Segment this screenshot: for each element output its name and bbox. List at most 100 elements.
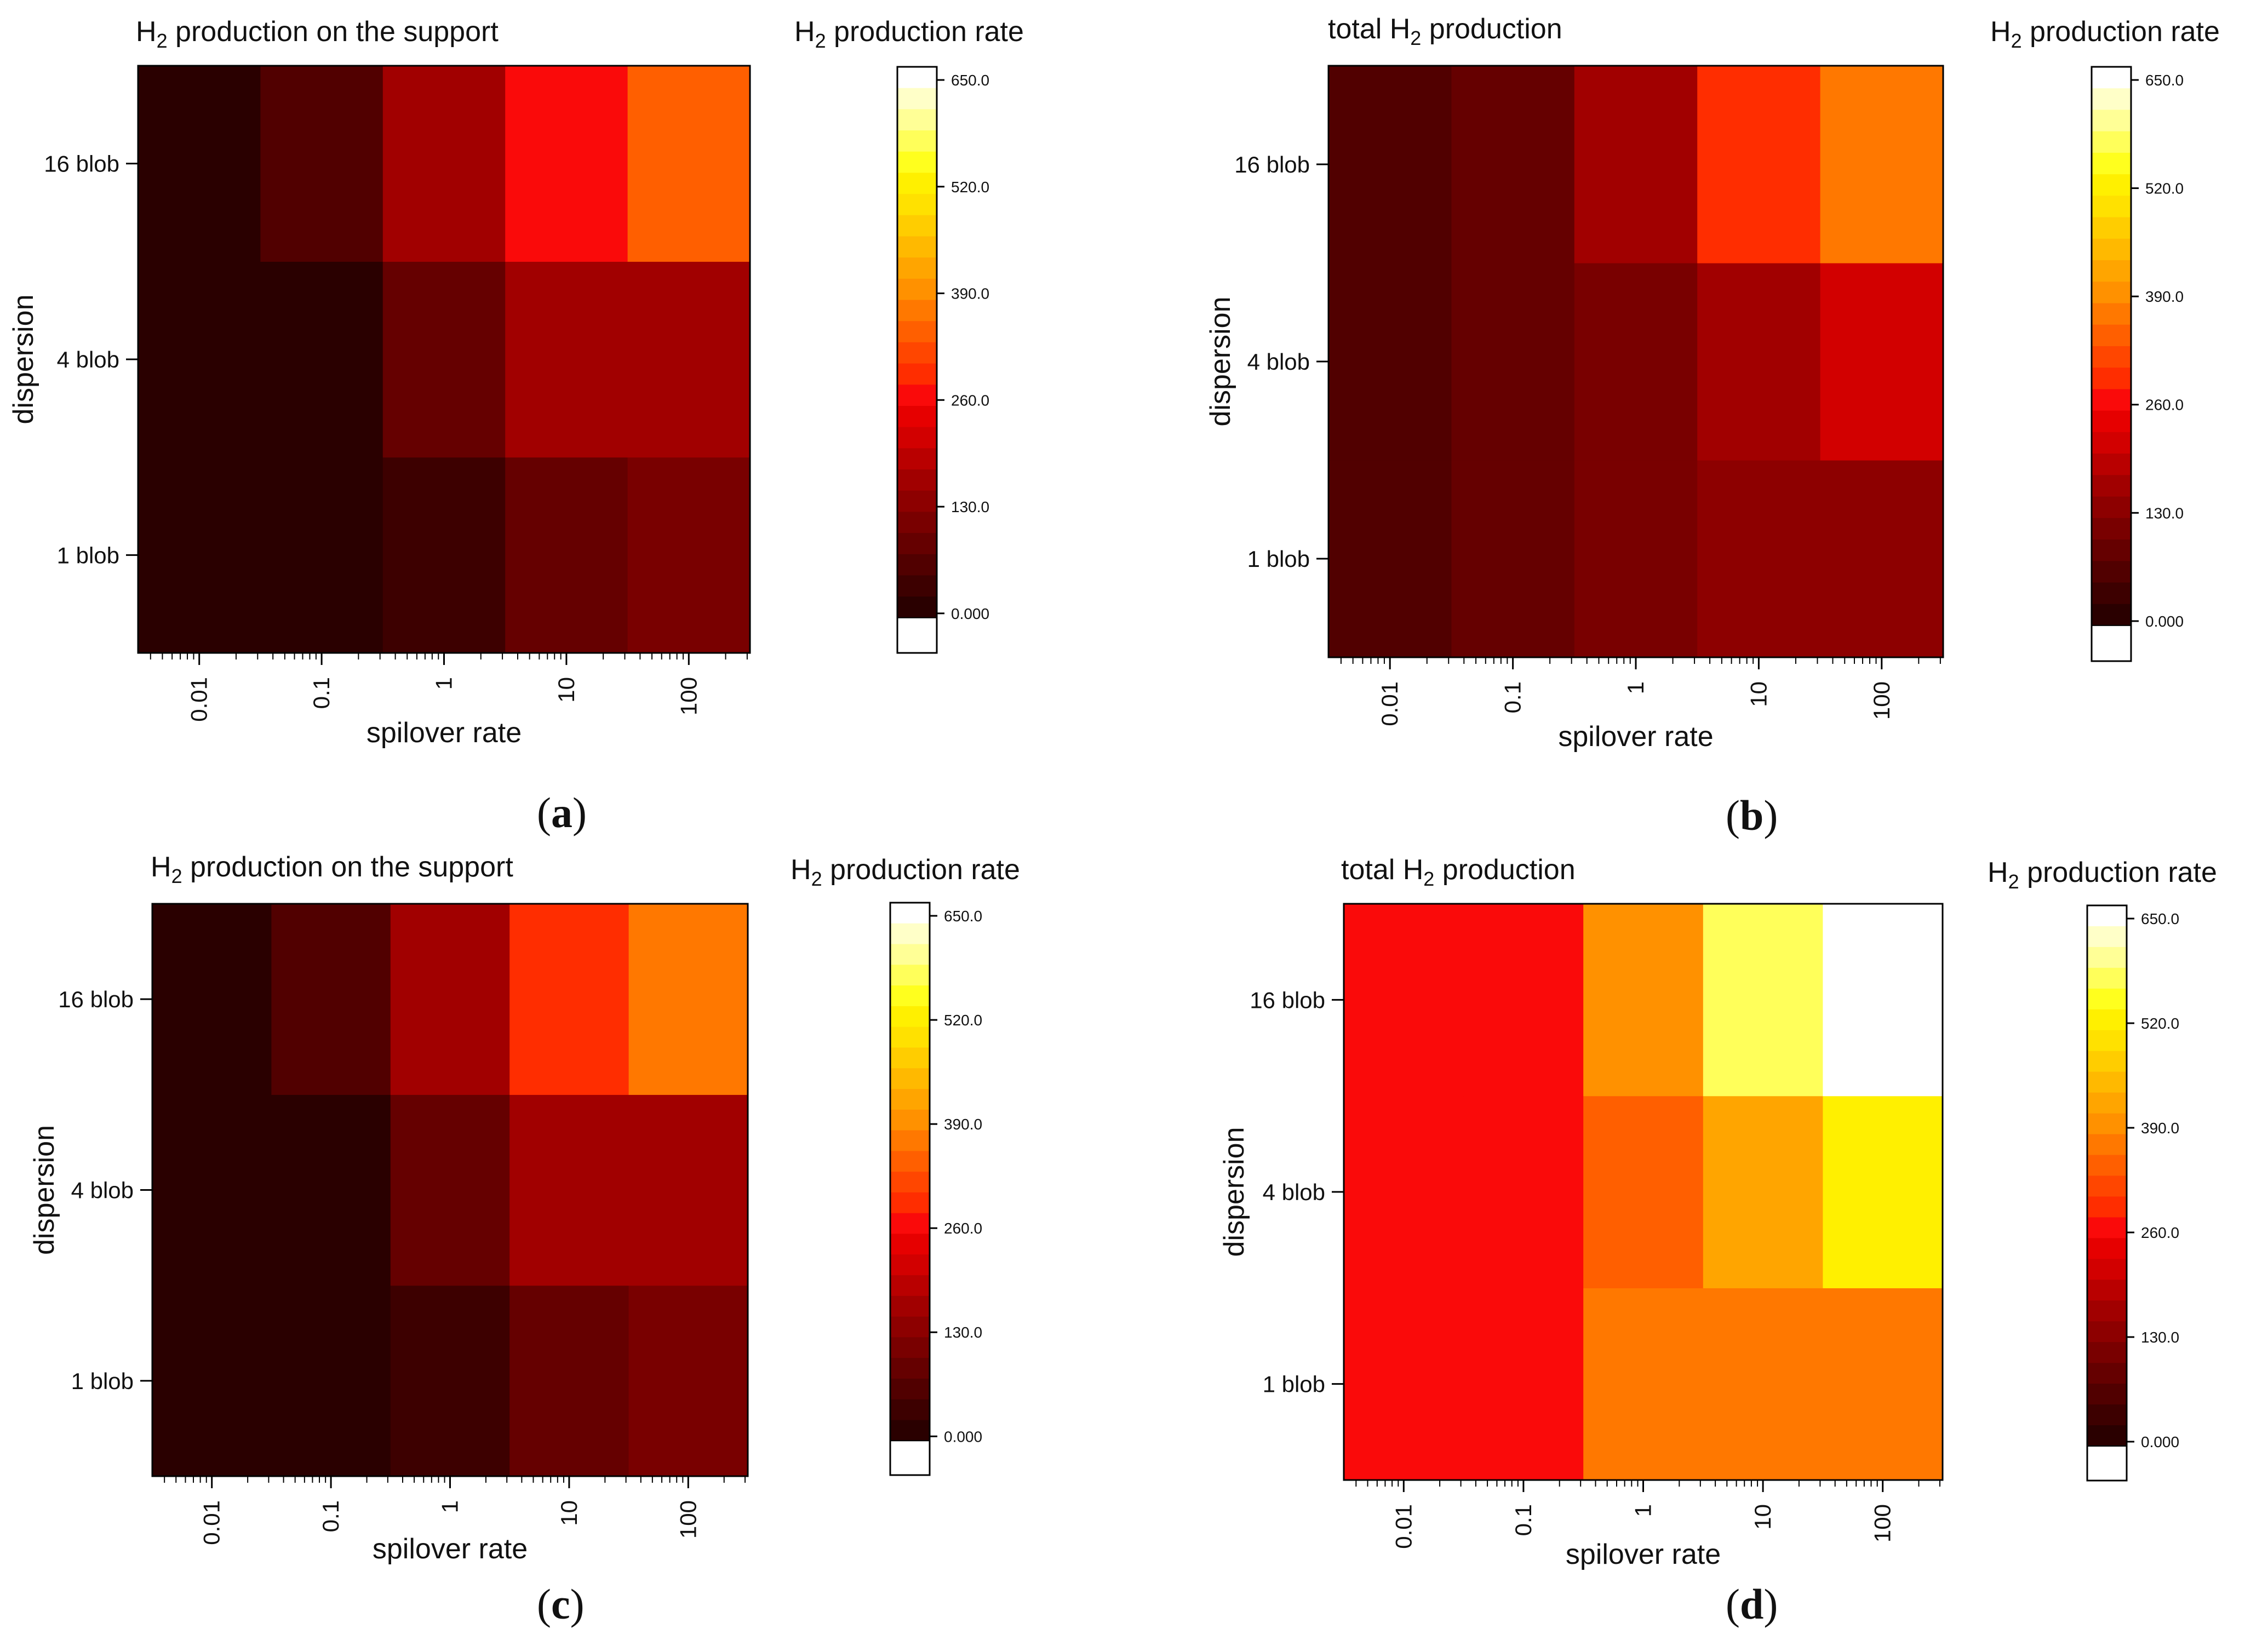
colorbar-step (2092, 174, 2131, 197)
heatmap-cell (382, 261, 506, 458)
heatmap-cell (1703, 904, 1823, 1097)
colorbar-tick-label: 260.0 (951, 392, 989, 409)
colorbar-step (2092, 346, 2131, 368)
colorbar-under (2087, 1446, 2127, 1481)
panel-d: 1 blob 4 blob 16 blob 0.01 0.1 1 10 100 spilover… (1218, 854, 2217, 1628)
colorbar-step (890, 903, 930, 924)
panel-title: H2 production on the support (151, 851, 513, 887)
colorbar-tick-label: 260.0 (2145, 397, 2184, 414)
y-tick-label: 1 blob (1263, 1372, 1325, 1397)
y-tick-label: 4 blob (1247, 349, 1310, 375)
colorbar-step (2087, 1363, 2127, 1384)
x-axis-label: spilover rate (1558, 721, 1713, 753)
y-tick-label: 1 blob (57, 542, 119, 568)
heatmap-cell (1823, 1288, 1943, 1481)
heatmap-cell (1697, 263, 1821, 461)
heatmap-cell (1583, 1288, 1704, 1481)
x-tick-label: 100 (1870, 1504, 1895, 1542)
heatmap-cell (260, 261, 383, 458)
heatmap-cell (627, 457, 751, 653)
heatmap-cell (1344, 904, 1464, 1097)
colorbar-step (890, 1089, 930, 1110)
colorbar-step (2092, 368, 2131, 390)
colorbar-step (890, 1295, 930, 1317)
x-tick-label: 0.1 (308, 677, 334, 709)
colorbar-step (2087, 1155, 2127, 1177)
x-tick-label: 0.1 (1500, 681, 1526, 713)
heatmap-cell (382, 66, 506, 262)
y-tick-label: 16 blob (1234, 152, 1310, 177)
colorbar-step (890, 1337, 930, 1358)
colorbar-title: H2 production rate (1990, 16, 2220, 52)
colorbar-step (2087, 905, 2127, 927)
heatmap-cell (505, 66, 628, 262)
heatmap-cell (1451, 263, 1575, 461)
heatmap-cell (1823, 904, 1943, 1097)
heatmap-cell (1697, 460, 1821, 658)
y-tick-label: 16 blob (1250, 987, 1325, 1013)
colorbar-step (897, 554, 937, 576)
x-tick-label: 1 (437, 1500, 463, 1513)
colorbar-step (890, 1213, 930, 1235)
colorbar-step (2087, 1384, 2127, 1405)
colorbar-step (2087, 1425, 2127, 1447)
colorbar-step (2087, 926, 2127, 948)
colorbar-step (897, 257, 937, 279)
colorbar-step (2087, 1092, 2127, 1114)
panel-title: H2 production on the support (136, 16, 499, 52)
colorbar-step (897, 321, 937, 343)
colorbar-step (897, 363, 937, 386)
colorbar-step (897, 427, 937, 449)
colorbar-step (2087, 947, 2127, 968)
colorbar-frame (896, 66, 938, 654)
heatmap-cell (1574, 263, 1698, 461)
x-tick-label: 10 (1750, 1504, 1776, 1530)
colorbar-step (2092, 604, 2131, 626)
colorbar-step (890, 944, 930, 966)
panel-label: (a) (537, 789, 587, 836)
heatmap-cell (628, 1285, 748, 1477)
colorbar-step (890, 965, 930, 986)
colorbar-tick-label: 130.0 (951, 498, 989, 515)
x-tick-label: 0.1 (318, 1500, 343, 1532)
colorbar-step (890, 1068, 930, 1089)
heatmap-cell (1583, 1095, 1704, 1288)
colorbar-step (890, 1192, 930, 1214)
colorbar-step (2087, 1404, 2127, 1426)
y-tick-label: 4 blob (71, 1178, 134, 1203)
x-tick-label: 1 (431, 677, 457, 690)
colorbar-step (897, 130, 937, 152)
y-tick-label: 16 blob (44, 151, 119, 177)
x-tick-label: 1 (1630, 1504, 1656, 1517)
y-tick-label: 4 blob (1263, 1179, 1325, 1205)
colorbar-step (2087, 967, 2127, 989)
colorbar-tick-label: 520.0 (2145, 180, 2184, 197)
colorbar-title: H2 production rate (791, 854, 1020, 890)
colorbar-step (2087, 1217, 2127, 1239)
x-tick-label: 0.01 (1377, 681, 1402, 726)
colorbar-step (2087, 1259, 2127, 1281)
colorbar-step (897, 173, 937, 194)
colorbar-step (890, 985, 930, 1007)
y-axis-label: dispersion (1205, 296, 1236, 426)
colorbar-step (890, 1420, 930, 1442)
colorbar-tick-label: 260.0 (944, 1220, 982, 1237)
colorbar-tick-label: 650.0 (944, 908, 982, 925)
colorbar-step (2092, 282, 2131, 304)
colorbar-tick-label: 650.0 (2141, 910, 2179, 927)
y-tick-label: 1 blob (1247, 546, 1310, 572)
panel-b: 1 blob 4 blob 16 blob 0.01 0.1 1 10 100 spilover… (1205, 13, 2220, 839)
colorbar-step (2092, 67, 2131, 89)
panel-title: total H2 production (1328, 13, 1562, 49)
colorbar-step (2092, 389, 2131, 411)
colorbar-step (2092, 432, 2131, 454)
heatmap-cell (1463, 1095, 1584, 1288)
colorbar-step (2092, 518, 2131, 540)
colorbar-step (897, 278, 937, 301)
colorbar-step (897, 88, 937, 110)
colorbar-step (890, 1006, 930, 1028)
colorbar-step (2087, 1134, 2127, 1156)
colorbar-step (897, 512, 937, 534)
colorbar-title: H2 production rate (1988, 857, 2217, 893)
